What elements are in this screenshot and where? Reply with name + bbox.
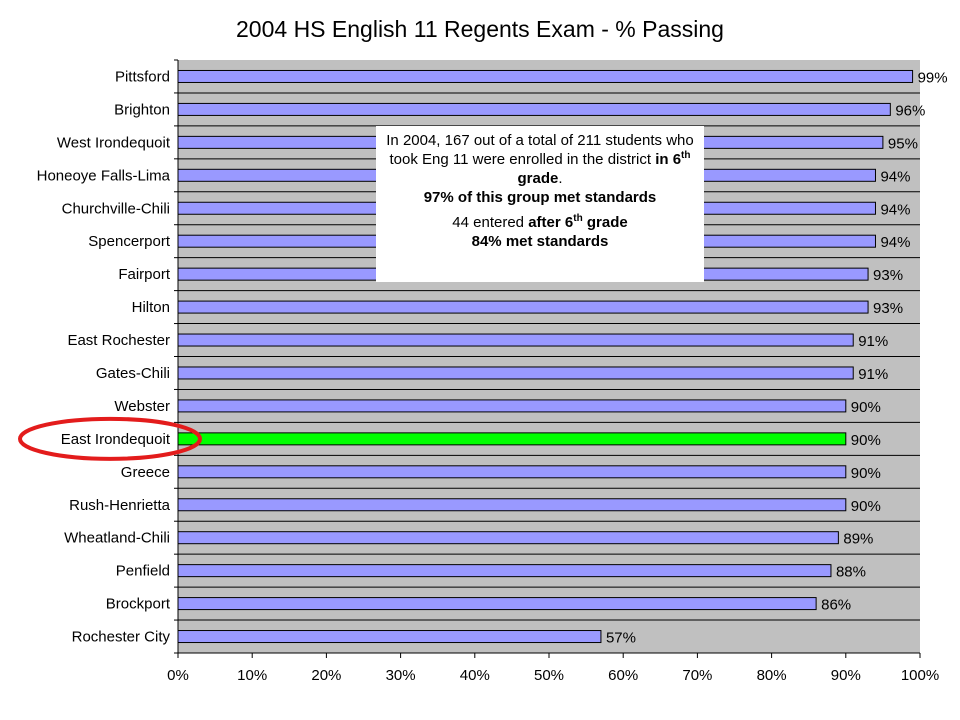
- bar: [177, 399, 847, 413]
- value-label: 96%: [895, 102, 925, 119]
- callout-text: 84% met standards: [471, 233, 609, 250]
- x-tick-label: 0%: [167, 667, 189, 684]
- value-labels: 99% 96% 95% 94% 94% 94% 93% 93% 91% 91% 90% 90% 90% 9…: [606, 69, 948, 646]
- x-tick-label: 40%: [460, 667, 490, 684]
- category-label: Brockport: [106, 596, 171, 613]
- bar: [177, 300, 869, 314]
- category-label: Rush-Henrietta: [69, 497, 171, 514]
- x-tick-label: 20%: [311, 667, 341, 684]
- bar: [177, 432, 847, 446]
- bar: [177, 465, 847, 479]
- category-label: Wheatland-Chili: [64, 530, 170, 547]
- gridlines: [178, 92, 920, 621]
- value-label: 91%: [858, 333, 888, 350]
- callout-text: In 2004, 167 out of a total of 211 stude…: [386, 132, 694, 168]
- bar: [177, 630, 602, 644]
- callout-superscript: th: [573, 213, 583, 224]
- category-label: Pittsford: [115, 68, 170, 85]
- value-label: 94%: [880, 234, 910, 251]
- callout-text: in 6: [655, 151, 682, 168]
- axes: [174, 59, 921, 658]
- x-tick-label: 80%: [757, 667, 787, 684]
- x-tick-label: 90%: [831, 667, 861, 684]
- callout-text: 97% of this group met standards: [423, 189, 657, 206]
- x-tick-labels: 0% 10% 20% 30% 40% 50% 60% 70% 80% 90% 100%: [167, 667, 939, 684]
- callout-text: 44 entered: [452, 214, 529, 231]
- bar: [177, 531, 839, 545]
- callout-paragraph-2: 44 entered after 6th grade 84% met stand…: [382, 213, 698, 251]
- callout-paragraph-1: In 2004, 167 out of a total of 211 stude…: [382, 131, 698, 207]
- bar: [177, 366, 854, 380]
- category-label: Webster: [114, 398, 170, 415]
- value-label: 57%: [606, 630, 636, 647]
- category-label: Gates-Chili: [96, 365, 170, 382]
- value-label: 94%: [880, 201, 910, 218]
- category-label: Greece: [121, 464, 170, 481]
- category-label: Honeoye Falls-Lima: [37, 167, 171, 184]
- category-label: Rochester City: [72, 629, 171, 646]
- value-label: 90%: [851, 432, 881, 449]
- annotation-callout: In 2004, 167 out of a total of 211 stude…: [376, 126, 704, 282]
- value-label: 93%: [873, 300, 903, 317]
- bar: [177, 333, 854, 347]
- category-labels: Pittsford Brighton West Irondequoit Honeoye…: [37, 68, 171, 645]
- value-label: 90%: [851, 399, 881, 416]
- callout-text: grade: [582, 214, 628, 231]
- callout-text: grade: [517, 170, 559, 187]
- callout-superscript: th: [681, 150, 691, 161]
- x-tick-label: 100%: [901, 667, 939, 684]
- chart-title: 2004 HS English 11 Regents Exam - % Pass…: [236, 16, 724, 42]
- category-label: Fairport: [118, 266, 171, 283]
- bar: [177, 564, 832, 578]
- value-label: 86%: [821, 597, 851, 614]
- value-label: 94%: [880, 168, 910, 185]
- category-label: East Irondequoit: [61, 431, 171, 448]
- highlight-circle: [18, 416, 202, 461]
- value-label: 91%: [858, 366, 888, 383]
- x-tick-label: 70%: [682, 667, 712, 684]
- bar: [177, 69, 914, 83]
- category-label: Spencerport: [88, 233, 171, 250]
- value-label: 88%: [836, 564, 866, 581]
- bar: [177, 102, 891, 116]
- category-label: Churchville-Chili: [62, 200, 170, 217]
- category-label: West Irondequoit: [57, 134, 171, 151]
- value-label: 90%: [851, 465, 881, 482]
- category-label: Hilton: [132, 299, 170, 316]
- x-tick-label: 30%: [386, 667, 416, 684]
- x-tick-label: 60%: [608, 667, 638, 684]
- value-label: 99%: [918, 69, 948, 86]
- value-label: 93%: [873, 267, 903, 284]
- category-label: Penfield: [116, 563, 170, 580]
- x-tick-label: 10%: [237, 667, 267, 684]
- bar: [177, 498, 847, 512]
- value-label: 89%: [843, 531, 873, 548]
- bar: [177, 597, 817, 611]
- category-label: Brighton: [114, 101, 170, 118]
- x-tick-label: 50%: [534, 667, 564, 684]
- value-label: 95%: [888, 135, 918, 152]
- callout-text: .: [558, 170, 563, 187]
- category-label: East Rochester: [67, 332, 170, 349]
- value-label: 90%: [851, 498, 881, 515]
- callout-text: after 6: [528, 214, 574, 231]
